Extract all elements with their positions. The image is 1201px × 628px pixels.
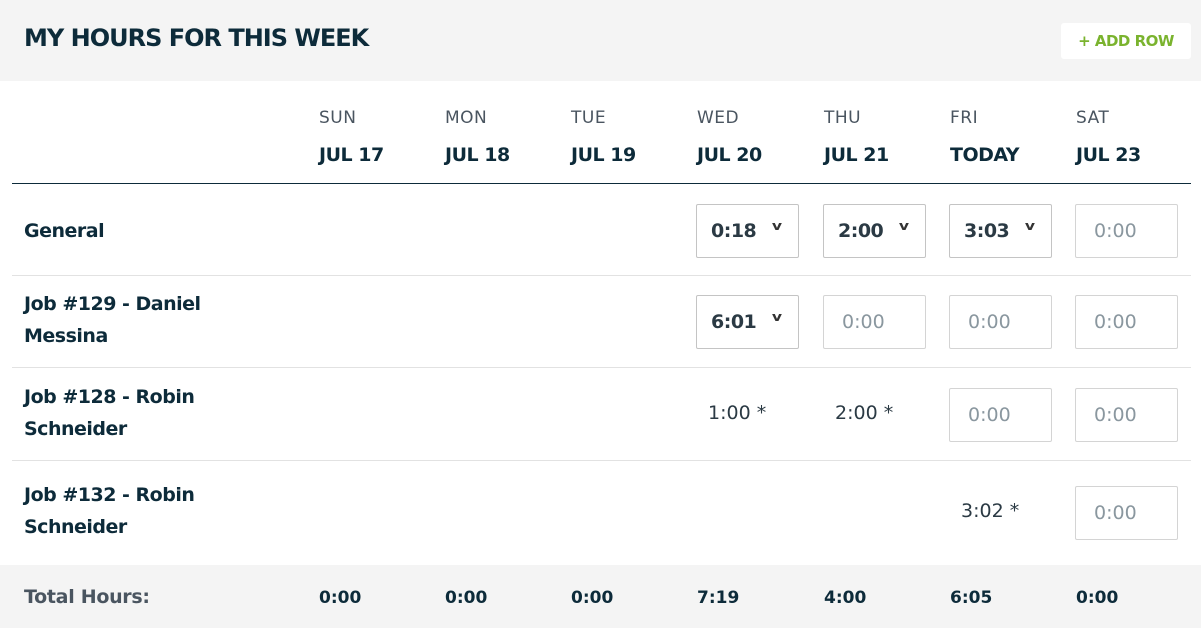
total-value: 7:19: [697, 588, 740, 608]
total-value: 0:00: [319, 588, 362, 608]
total-value: 0:00: [571, 588, 614, 608]
hours-placeholder: 0:00: [968, 403, 1011, 426]
hours-placeholder: 0:00: [1094, 219, 1137, 242]
column-date: TODAY: [950, 144, 1020, 166]
column-day: FRI: [950, 108, 979, 128]
column-date: JUL 23: [1076, 144, 1141, 166]
hours-value: 2:00: [838, 219, 884, 242]
chevron-down-icon: v: [771, 310, 782, 324]
hours-input[interactable]: 0:00: [1075, 486, 1178, 540]
hours-input[interactable]: 0:00: [949, 387, 1052, 442]
header-divider: [12, 183, 1191, 184]
hours-placeholder: 0:00: [1094, 502, 1137, 524]
hours-input[interactable]: 0:00: [1075, 387, 1178, 442]
hours-placeholder: 0:00: [968, 311, 1011, 333]
hours-input[interactable]: 0:00: [1075, 203, 1178, 258]
column-day: SAT: [1076, 108, 1110, 128]
column-day: WED: [697, 108, 740, 128]
hours-value: 6:01: [711, 311, 757, 333]
total-value: 0:00: [445, 588, 488, 608]
column-date: JUL 19: [571, 144, 636, 166]
hours-value: 3:03: [964, 219, 1010, 242]
hours-select[interactable]: 3:03 v: [949, 203, 1052, 258]
header-bar: [0, 0, 1201, 81]
row-label: Job #132 - Robin Schneider: [24, 484, 195, 538]
row-divider: [12, 367, 1191, 368]
chevron-down-icon: v: [1024, 218, 1035, 233]
hours-value: 0:18: [711, 219, 757, 242]
column-date: JUL 21: [824, 144, 889, 166]
chevron-down-icon: v: [898, 218, 909, 233]
total-hours-label: Total Hours:: [24, 586, 150, 608]
hours-placeholder: 0:00: [1094, 311, 1137, 333]
chevron-down-icon: v: [771, 218, 782, 233]
column-day: SUN: [319, 108, 357, 128]
column-date: JUL 18: [445, 144, 510, 166]
hours-readonly: 2:00 *: [835, 401, 894, 424]
column-date: JUL 17: [319, 144, 384, 166]
total-value: 4:00: [824, 588, 867, 608]
column-day: TUE: [571, 108, 607, 128]
add-row-button[interactable]: + ADD ROW: [1061, 23, 1191, 59]
row-divider: [12, 460, 1191, 461]
hours-select[interactable]: 0:18 v: [696, 203, 799, 258]
row-label: General: [24, 219, 105, 242]
hours-select[interactable]: 6:01 v: [696, 295, 799, 349]
hours-input[interactable]: 0:00: [1075, 295, 1178, 349]
hours-readonly: 1:00 *: [708, 401, 767, 424]
row-divider: [12, 275, 1191, 276]
row-label: Job #128 - Robin Schneider: [24, 385, 195, 440]
column-date: JUL 20: [697, 144, 762, 166]
page-title: MY HOURS FOR THIS WEEK: [24, 24, 369, 52]
total-value: 0:00: [1076, 588, 1119, 608]
column-day: MON: [445, 108, 488, 128]
row-label: Job #129 - Daniel Messina: [24, 293, 201, 347]
hours-placeholder: 0:00: [1094, 403, 1137, 426]
total-value: 6:05: [950, 588, 993, 608]
hours-input[interactable]: 0:00: [823, 295, 926, 349]
totals-bar: [0, 565, 1201, 628]
hours-input[interactable]: 0:00: [949, 295, 1052, 349]
hours-readonly: 3:02 *: [961, 500, 1020, 522]
hours-select[interactable]: 2:00 v: [823, 203, 926, 258]
hours-placeholder: 0:00: [842, 311, 885, 333]
column-day: THU: [824, 108, 862, 128]
